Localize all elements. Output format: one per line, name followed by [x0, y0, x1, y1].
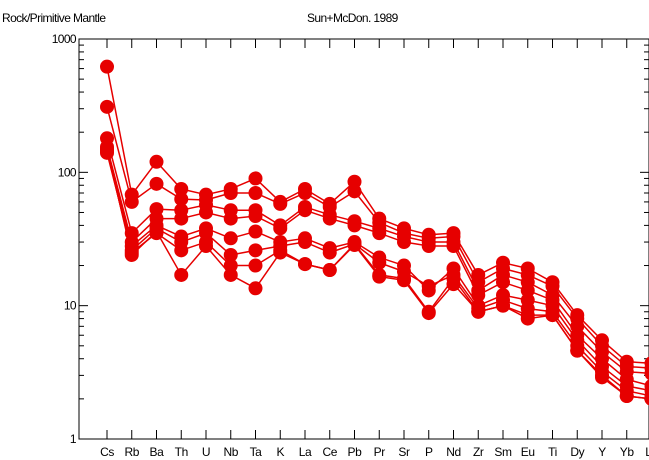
x-tick-label: Yb [620, 445, 635, 459]
y-tick-label: 10 [64, 299, 77, 313]
data-point [347, 184, 362, 199]
x-tick-label: U [202, 445, 210, 459]
data-point [397, 273, 411, 288]
y-tick-label: 100 [58, 165, 77, 179]
data-point [149, 176, 164, 191]
data-point [545, 308, 560, 323]
data-point [174, 243, 189, 258]
x-tick-label: Ti [548, 445, 557, 459]
y-tick-label: 1000 [52, 32, 77, 46]
x-tick-label: Zr [473, 445, 484, 459]
data-point [223, 247, 238, 262]
data-point [223, 267, 238, 282]
data-point [619, 389, 634, 404]
data-point [248, 243, 263, 258]
x-tick-label: Ce [322, 445, 337, 459]
data-point [100, 141, 114, 156]
data-point [124, 247, 139, 262]
data-point [223, 231, 238, 246]
data-point [174, 267, 189, 282]
data-point [100, 99, 114, 114]
x-tick-label: Pr [374, 445, 386, 459]
data-point [496, 298, 510, 313]
data-point [298, 185, 312, 200]
data-point [248, 224, 263, 239]
data-point [595, 370, 609, 385]
data-point [347, 174, 362, 189]
data-point [223, 211, 238, 226]
x-tick-label: Rb [124, 445, 139, 459]
y-tick-label: 1 [70, 432, 77, 446]
data-point [570, 343, 585, 358]
x-tick-label: Ba [150, 445, 165, 459]
plot-frame [78, 38, 649, 440]
data-point [248, 185, 263, 200]
data-point [149, 224, 164, 239]
data-point [520, 283, 535, 298]
data-point [644, 392, 649, 406]
x-tick-labels: Cs Rb Ba Th U Nb Ta K La Ce Pb Pr Sr P Nd Zr Sm Eu Ti Dy Y Yb… [100, 445, 649, 459]
y-tick-labels: 1 10 100 1000 [52, 32, 78, 446]
x-tick-label: Pb [348, 445, 363, 459]
data-point [273, 245, 288, 260]
data-point [421, 239, 436, 254]
data-point [322, 245, 337, 260]
x-tick-label: Nb [223, 445, 238, 459]
data-point [322, 263, 337, 278]
data-point [644, 366, 649, 381]
data-point [298, 257, 312, 272]
data-point [347, 218, 362, 233]
plot-axes [78, 38, 649, 440]
x-tick-label: Eu [521, 445, 535, 459]
x-tick-label: La [299, 445, 312, 459]
data-point [298, 203, 312, 218]
data-point [199, 205, 213, 220]
data-point [100, 59, 114, 74]
data-point [174, 211, 189, 226]
data-point [471, 304, 486, 319]
data-point [446, 239, 461, 254]
chart-title-right: Sun+McDon. 1989 [307, 11, 399, 25]
data-point [124, 194, 139, 209]
data-point [446, 277, 461, 292]
data-point [273, 196, 288, 211]
data-point [372, 255, 387, 270]
data-point [174, 192, 189, 207]
chart-title-left: Rock/Primitive Mantle [2, 11, 106, 25]
data-point [421, 279, 436, 294]
data-point [496, 275, 510, 290]
data-point [298, 235, 312, 250]
data-point [520, 311, 535, 326]
series-layer [100, 59, 649, 406]
x-tick-label: Th [175, 445, 188, 459]
data-point [248, 171, 263, 186]
data-point [471, 288, 486, 303]
x-tick-label: Y [598, 445, 606, 459]
data-point [199, 239, 213, 254]
data-point [273, 221, 288, 236]
x-tick-label: Sr [398, 445, 410, 459]
x-tick-label: Lu [645, 445, 649, 459]
x-tick-label: Nd [446, 445, 461, 459]
x-tick-label: Cs [100, 445, 114, 459]
data-point [347, 238, 362, 253]
data-point [248, 281, 263, 296]
data-point [223, 185, 238, 200]
data-point [372, 226, 387, 241]
data-point [248, 209, 263, 224]
data-point [372, 269, 387, 284]
data-point [397, 235, 411, 250]
data-point [248, 258, 263, 273]
x-tick-label: Ta [250, 445, 263, 459]
data-point [322, 211, 337, 226]
data-point [421, 306, 436, 321]
series-8 [100, 141, 649, 406]
x-tick-label: Sm [494, 445, 512, 459]
x-tick-label: K [276, 445, 284, 459]
data-point [174, 181, 189, 196]
data-point [149, 154, 164, 169]
x-tick-label: P [425, 445, 433, 459]
x-tick-label: Dy [570, 445, 584, 459]
